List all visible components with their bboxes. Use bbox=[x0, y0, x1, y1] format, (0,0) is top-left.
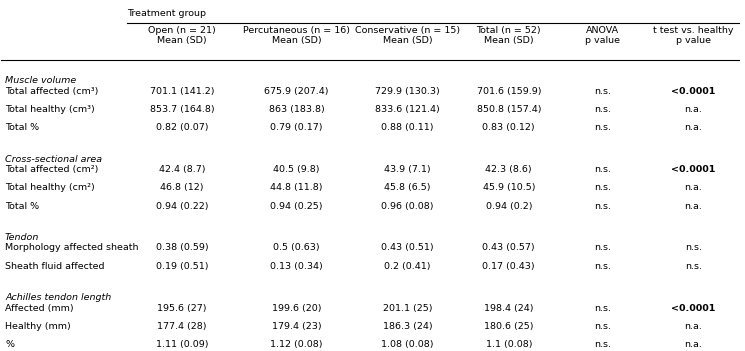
Text: n.a.: n.a. bbox=[685, 201, 703, 211]
Text: 1.11 (0.09): 1.11 (0.09) bbox=[156, 340, 209, 349]
Text: 0.88 (0.11): 0.88 (0.11) bbox=[381, 123, 434, 132]
Text: 46.8 (12): 46.8 (12) bbox=[160, 183, 204, 192]
Text: 201.1 (25): 201.1 (25) bbox=[383, 304, 432, 313]
Text: Treatment group: Treatment group bbox=[127, 9, 206, 19]
Text: n.s.: n.s. bbox=[595, 340, 612, 349]
Text: Morphology affected sheath: Morphology affected sheath bbox=[5, 244, 139, 252]
Text: n.s.: n.s. bbox=[595, 87, 612, 96]
Text: n.s.: n.s. bbox=[595, 262, 612, 271]
Text: Total affected (cm³): Total affected (cm³) bbox=[5, 87, 98, 96]
Text: Conservative (n = 15)
Mean (SD): Conservative (n = 15) Mean (SD) bbox=[355, 26, 460, 45]
Text: 180.6 (25): 180.6 (25) bbox=[484, 322, 533, 331]
Text: Cross-sectional area: Cross-sectional area bbox=[5, 155, 102, 164]
Text: 850.8 (157.4): 850.8 (157.4) bbox=[477, 105, 541, 114]
Text: Healthy (mm): Healthy (mm) bbox=[5, 322, 71, 331]
Text: 0.43 (0.57): 0.43 (0.57) bbox=[483, 244, 535, 252]
Text: 0.94 (0.25): 0.94 (0.25) bbox=[270, 201, 323, 211]
Text: n.s.: n.s. bbox=[595, 183, 612, 192]
Text: n.a.: n.a. bbox=[685, 183, 703, 192]
Text: <0.0001: <0.0001 bbox=[671, 87, 715, 96]
Text: 833.6 (121.4): 833.6 (121.4) bbox=[375, 105, 440, 114]
Text: 675.9 (207.4): 675.9 (207.4) bbox=[264, 87, 329, 96]
Text: 0.79 (0.17): 0.79 (0.17) bbox=[270, 123, 323, 132]
Text: 199.6 (20): 199.6 (20) bbox=[272, 304, 321, 313]
Text: t test vs. healthy
p value: t test vs. healthy p value bbox=[653, 26, 734, 45]
Text: ANOVA
p value: ANOVA p value bbox=[586, 26, 621, 45]
Text: 42.3 (8.6): 42.3 (8.6) bbox=[486, 165, 532, 174]
Text: 701.1 (141.2): 701.1 (141.2) bbox=[150, 87, 215, 96]
Text: 853.7 (164.8): 853.7 (164.8) bbox=[150, 105, 215, 114]
Text: 0.94 (0.2): 0.94 (0.2) bbox=[486, 201, 532, 211]
Text: Total healthy (cm³): Total healthy (cm³) bbox=[5, 105, 95, 114]
Text: 863 (183.8): 863 (183.8) bbox=[269, 105, 325, 114]
Text: n.s.: n.s. bbox=[595, 322, 612, 331]
Text: 0.96 (0.08): 0.96 (0.08) bbox=[381, 201, 434, 211]
Text: n.a.: n.a. bbox=[685, 322, 703, 331]
Text: 0.2 (0.41): 0.2 (0.41) bbox=[384, 262, 431, 271]
Text: Achilles tendon length: Achilles tendon length bbox=[5, 293, 111, 302]
Text: <0.0001: <0.0001 bbox=[671, 304, 715, 313]
Text: 43.9 (7.1): 43.9 (7.1) bbox=[384, 165, 431, 174]
Text: 1.1 (0.08): 1.1 (0.08) bbox=[486, 340, 532, 349]
Text: Open (n = 21)
Mean (SD): Open (n = 21) Mean (SD) bbox=[148, 26, 216, 45]
Text: n.s.: n.s. bbox=[685, 262, 702, 271]
Text: Tendon: Tendon bbox=[5, 233, 39, 242]
Text: Affected (mm): Affected (mm) bbox=[5, 304, 74, 313]
Text: n.s.: n.s. bbox=[685, 244, 702, 252]
Text: 186.3 (24): 186.3 (24) bbox=[382, 322, 432, 331]
Text: n.s.: n.s. bbox=[595, 244, 612, 252]
Text: %: % bbox=[5, 340, 14, 349]
Text: Total healthy (cm²): Total healthy (cm²) bbox=[5, 183, 95, 192]
Text: 44.8 (11.8): 44.8 (11.8) bbox=[270, 183, 323, 192]
Text: Total %: Total % bbox=[5, 123, 39, 132]
Text: 0.83 (0.12): 0.83 (0.12) bbox=[483, 123, 535, 132]
Text: 1.12 (0.08): 1.12 (0.08) bbox=[270, 340, 323, 349]
Text: n.s.: n.s. bbox=[595, 165, 612, 174]
Text: 198.4 (24): 198.4 (24) bbox=[484, 304, 533, 313]
Text: Total affected (cm²): Total affected (cm²) bbox=[5, 165, 98, 174]
Text: 45.8 (6.5): 45.8 (6.5) bbox=[384, 183, 431, 192]
Text: n.a.: n.a. bbox=[685, 340, 703, 349]
Text: <0.0001: <0.0001 bbox=[671, 165, 715, 174]
Text: 1.08 (0.08): 1.08 (0.08) bbox=[381, 340, 434, 349]
Text: n.a.: n.a. bbox=[685, 123, 703, 132]
Text: Total %: Total % bbox=[5, 201, 39, 211]
Text: Total (n = 52)
Mean (SD): Total (n = 52) Mean (SD) bbox=[477, 26, 541, 45]
Text: 0.5 (0.63): 0.5 (0.63) bbox=[273, 244, 320, 252]
Text: Sheath fluid affected: Sheath fluid affected bbox=[5, 262, 104, 271]
Text: 701.6 (159.9): 701.6 (159.9) bbox=[477, 87, 541, 96]
Text: 0.94 (0.22): 0.94 (0.22) bbox=[156, 201, 209, 211]
Text: 0.17 (0.43): 0.17 (0.43) bbox=[483, 262, 535, 271]
Text: 195.6 (27): 195.6 (27) bbox=[157, 304, 207, 313]
Text: n.s.: n.s. bbox=[595, 105, 612, 114]
Text: 0.43 (0.51): 0.43 (0.51) bbox=[381, 244, 434, 252]
Text: 729.9 (130.3): 729.9 (130.3) bbox=[375, 87, 440, 96]
Text: n.a.: n.a. bbox=[685, 105, 703, 114]
Text: 45.9 (10.5): 45.9 (10.5) bbox=[483, 183, 535, 192]
Text: Percutaneous (n = 16)
Mean (SD): Percutaneous (n = 16) Mean (SD) bbox=[243, 26, 350, 45]
Text: n.s.: n.s. bbox=[595, 201, 612, 211]
Text: Muscle volume: Muscle volume bbox=[5, 77, 76, 85]
Text: 0.19 (0.51): 0.19 (0.51) bbox=[156, 262, 209, 271]
Text: 179.4 (23): 179.4 (23) bbox=[272, 322, 321, 331]
Text: 177.4 (28): 177.4 (28) bbox=[157, 322, 207, 331]
Text: n.s.: n.s. bbox=[595, 123, 612, 132]
Text: n.s.: n.s. bbox=[595, 304, 612, 313]
Text: 40.5 (9.8): 40.5 (9.8) bbox=[273, 165, 320, 174]
Text: 0.82 (0.07): 0.82 (0.07) bbox=[156, 123, 209, 132]
Text: 0.38 (0.59): 0.38 (0.59) bbox=[156, 244, 209, 252]
Text: 0.13 (0.34): 0.13 (0.34) bbox=[270, 262, 323, 271]
Text: 42.4 (8.7): 42.4 (8.7) bbox=[159, 165, 206, 174]
